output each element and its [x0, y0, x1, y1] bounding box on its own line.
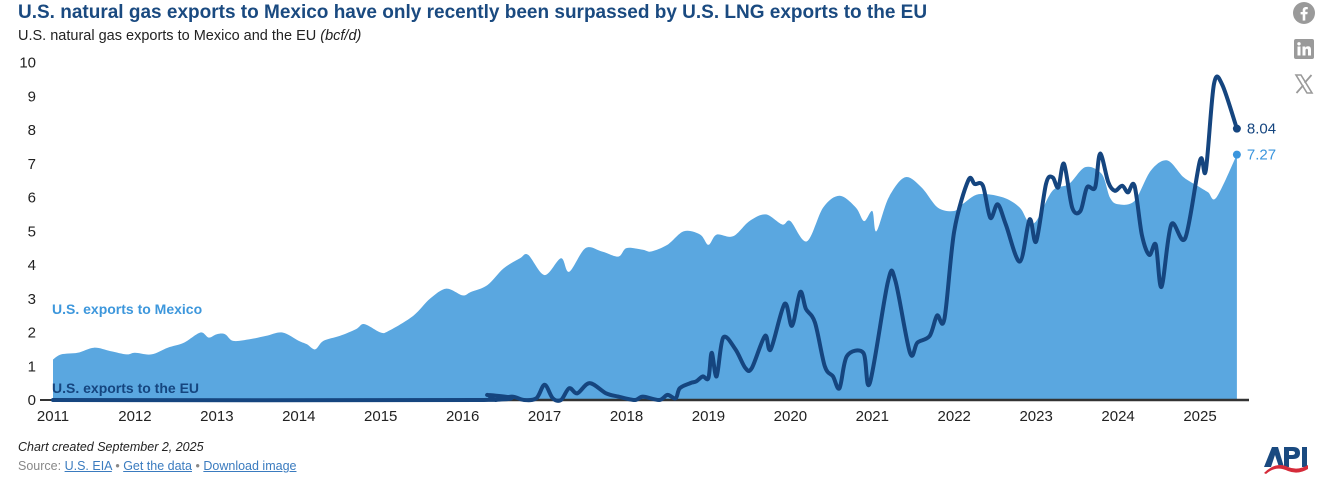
- subtitle-unit: (bcf/d): [320, 28, 362, 44]
- legend-eu: U.S. exports to the EU: [52, 380, 199, 396]
- series-area-mexico: [53, 154, 1237, 400]
- y-axis-ticks: 0 1 2 3 4 5 6 7 8 9 10: [19, 55, 53, 409]
- end-marker-eu: [1232, 124, 1241, 133]
- x-tick-label: 2024: [1101, 408, 1134, 425]
- source-line: Source: U.S. EIA • Get the data • Downlo…: [18, 459, 296, 473]
- series-line-eu: [51, 74, 1239, 403]
- x-tick-label: 2019: [692, 408, 725, 425]
- source-label: Source:: [18, 459, 62, 473]
- legend-mexico: U.S. exports to Mexico: [52, 301, 202, 317]
- chart-created-date: Chart created September 2, 2025: [18, 440, 204, 454]
- x-tick-label: 2016: [446, 408, 479, 425]
- y-tick-label: 0: [28, 392, 36, 409]
- y-tick-label: 3: [28, 291, 36, 308]
- y-tick-label: 2: [28, 325, 36, 342]
- x-tick-label: 2017: [528, 408, 561, 425]
- y-tick-label: 5: [28, 223, 36, 240]
- source-link[interactable]: U.S. EIA: [64, 459, 112, 473]
- facebook-icon[interactable]: [1292, 1, 1316, 25]
- end-marker-mexico: [1232, 150, 1241, 159]
- x-tick-label: 2023: [1019, 408, 1052, 425]
- x-icon[interactable]: [1292, 72, 1316, 96]
- x-tick-label: 2012: [118, 408, 151, 425]
- chart-subtitle: U.S. natural gas exports to Mexico and t…: [18, 28, 361, 44]
- x-tick-label: 2014: [282, 408, 315, 425]
- x-tick-label: 2018: [610, 408, 643, 425]
- end-label-eu: 8.04: [1247, 121, 1276, 138]
- x-tick-label: 2021: [856, 408, 889, 425]
- y-tick-label: 1: [28, 358, 36, 375]
- x-tick-label: 2022: [938, 408, 971, 425]
- separator: •: [115, 459, 120, 473]
- y-tick-label: 6: [28, 190, 36, 207]
- x-tick-label: 2020: [774, 408, 807, 425]
- y-tick-label: 7: [28, 156, 36, 173]
- y-tick-label: 9: [28, 88, 36, 105]
- get-data-link[interactable]: Get the data: [123, 459, 192, 473]
- x-tick-label: 2015: [364, 408, 397, 425]
- y-tick-label: 8: [28, 122, 36, 139]
- y-tick-label: 10: [19, 55, 36, 72]
- end-label-mexico: 7.27: [1247, 147, 1276, 164]
- x-tick-label: 2011: [37, 408, 69, 425]
- linkedin-icon[interactable]: [1292, 37, 1316, 61]
- x-axis-ticks: 2011 2012 2013 2014 2015 2016 2017 2018 2019 2020…: [37, 408, 1217, 425]
- x-tick-label: 2013: [200, 408, 233, 425]
- subtitle-text: U.S. natural gas exports to Mexico and t…: [18, 28, 317, 44]
- y-tick-label: 4: [28, 257, 36, 274]
- separator: •: [195, 459, 200, 473]
- chart-title: U.S. natural gas exports to Mexico have …: [18, 2, 928, 23]
- api-logo: [1262, 443, 1310, 475]
- download-image-link[interactable]: Download image: [203, 459, 297, 473]
- x-tick-label: 2025: [1183, 408, 1216, 425]
